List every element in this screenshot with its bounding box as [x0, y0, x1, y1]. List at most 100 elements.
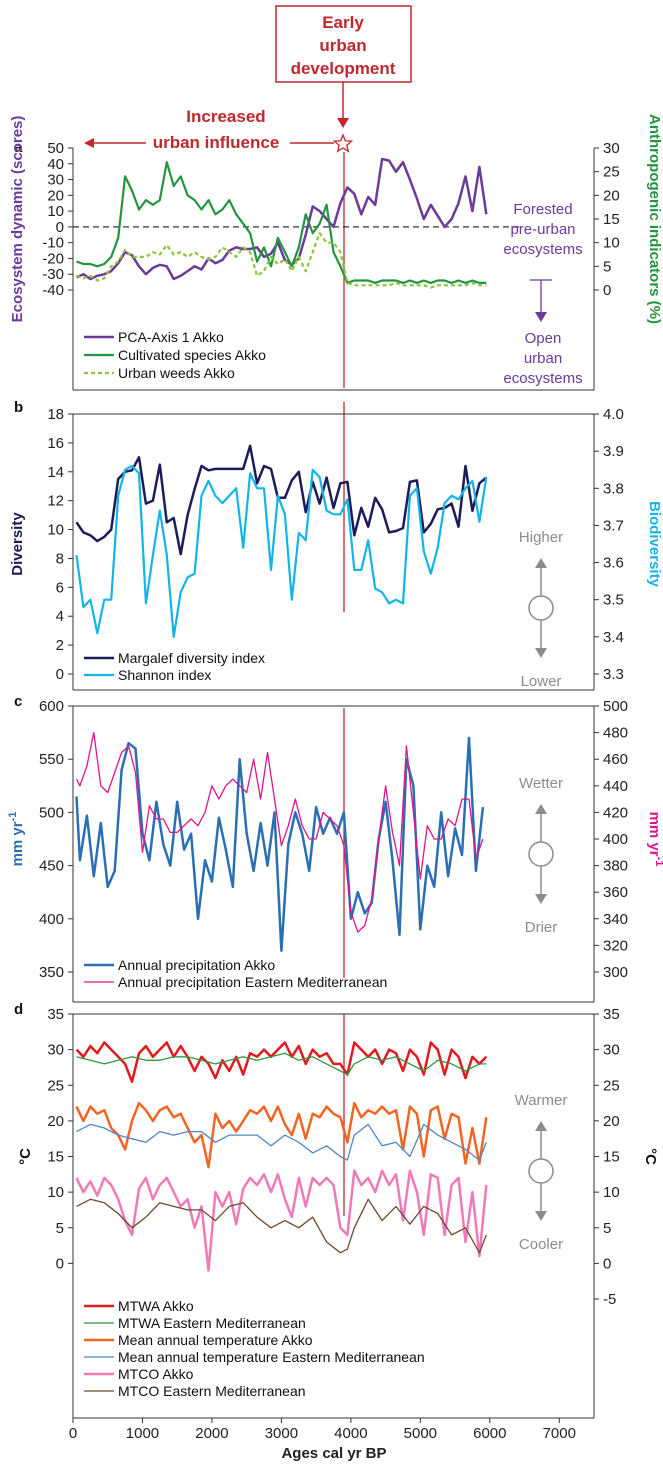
y2-tick-label-b: 3.9 — [603, 443, 624, 460]
y-tick-label-a: 30 — [47, 172, 64, 189]
y-tick-label-b: 14 — [47, 464, 64, 481]
x-tick-label: 3000 — [265, 1425, 298, 1442]
y-tick-label-b: 2 — [56, 637, 64, 654]
annotation-top-b: Higher — [519, 529, 563, 546]
star-icon — [332, 133, 354, 153]
y2-tick-label-d: 25 — [603, 1077, 620, 1094]
y2-tick-label-c: 500 — [603, 698, 628, 715]
forested-label-1: pre-urban — [510, 221, 575, 238]
x-axis: 0 1000 2000 3000 4000 5000 6000 7000 — [69, 1418, 576, 1442]
y2-tick-label-d: 20 — [603, 1113, 620, 1130]
x-tick-label: 6000 — [473, 1425, 506, 1442]
y-tick-label-b: 16 — [47, 435, 64, 452]
y2-tick-label-b: 4.0 — [603, 406, 624, 423]
y-tick-label-d: 0 — [56, 1255, 64, 1272]
influence-label-line2: urban influence — [153, 133, 280, 152]
y2-tick-label-b: 3.4 — [603, 629, 624, 646]
y2-tick-label-a: 0 — [603, 282, 611, 299]
legend-label-d-5: MTCO Eastern Mediterranean — [118, 1383, 306, 1399]
y-tick-label-c: 450 — [39, 858, 64, 875]
y2-tick-label-d: -5 — [603, 1291, 616, 1308]
y2-tick-label-a: 15 — [603, 211, 620, 228]
y2-axis-title-c: mm yr-1 — [646, 812, 663, 867]
y2-tick-label-c: 440 — [603, 778, 628, 795]
y-tick-label-c: 550 — [39, 751, 64, 768]
y-tick-label-a: -30 — [42, 266, 64, 283]
open-label-2: ecosystems — [503, 370, 582, 387]
y2-tick-label-c: 360 — [603, 884, 628, 901]
y-tick-label-a: -20 — [42, 250, 64, 267]
y-tick-label-b: 4 — [56, 608, 64, 625]
y-axis-title-c: mm yr-1 — [7, 812, 26, 867]
y-tick-label-c: 400 — [39, 911, 64, 928]
series-line-a-2 — [76, 232, 487, 289]
y-tick-label-b: 8 — [56, 550, 64, 567]
y2-tick-label-a: 5 — [603, 258, 611, 275]
series-line-b-0 — [75, 444, 488, 556]
panel-frames — [72, 148, 595, 1419]
chart-layer: 50403020100-10-20-30-40302520151050Ecosy… — [7, 114, 663, 1399]
forested-label-0: Forested — [513, 201, 572, 218]
y-tick-label-c: 350 — [39, 964, 64, 981]
y2-tick-label-d: 10 — [603, 1184, 620, 1201]
y2-tick-label-c: 340 — [603, 911, 628, 928]
x-tick-label: 0 — [69, 1425, 77, 1442]
y2-tick-label-c: 420 — [603, 804, 628, 821]
y2-tick-label-b: 3.6 — [603, 555, 624, 572]
annotation-bottom-b: Lower — [521, 673, 562, 690]
y-tick-label-a: -40 — [42, 282, 64, 299]
annotation-top-c: Wetter — [519, 775, 563, 792]
x-tick-label: 4000 — [334, 1425, 367, 1442]
y-tick-label-b: 12 — [47, 493, 64, 510]
legend-label-d-0: MTWA Akko — [118, 1298, 194, 1314]
y-tick-label-a: 20 — [47, 187, 64, 204]
y2-tick-label-b: 3.5 — [603, 592, 624, 609]
y2-tick-label-a: 25 — [603, 164, 620, 181]
y2-tick-label-c: 300 — [603, 964, 628, 981]
header-annotations: Early urban development Increased urban … — [84, 5, 412, 153]
x-tick-label: 1000 — [126, 1425, 159, 1442]
y-tick-label-d: 20 — [47, 1113, 64, 1130]
y2-tick-label-a: 20 — [603, 187, 620, 204]
y2-tick-label-d: 5 — [603, 1220, 611, 1237]
early-urban-label-line1: Early — [322, 13, 364, 32]
arrow-head — [535, 312, 547, 322]
y-tick-label-d: 5 — [56, 1220, 64, 1237]
y-tick-label-d: 25 — [47, 1077, 64, 1094]
annotation-arrowhead-down-d — [535, 1211, 547, 1221]
y-tick-label-c: 600 — [39, 698, 64, 715]
legend-label-b-0: Margalef diversity index — [118, 650, 265, 666]
legend-label-c-1: Annual precipitation Eastern Mediterrane… — [118, 974, 387, 990]
forested-label-2: ecosystems — [503, 241, 582, 258]
legend-label-a-2: Urban weeds Akko — [118, 365, 235, 381]
legend-label-b-1: Shannon index — [118, 667, 211, 683]
series-line-d-0 — [75, 1041, 488, 1083]
y2-tick-label-c: 320 — [603, 937, 628, 954]
legend-label-d-2: Mean annual temperature Akko — [118, 1332, 313, 1348]
series-line-c-1 — [75, 731, 484, 933]
series-line-a-0 — [75, 157, 488, 281]
y-tick-label-a: 50 — [47, 140, 64, 157]
y-tick-label-b: 10 — [47, 522, 64, 539]
x-axis-title: Ages cal yr BP — [281, 1445, 386, 1462]
annotation-arrowhead-up-b — [535, 558, 547, 568]
x-tick-label: 7000 — [543, 1425, 576, 1442]
panel-a-label: a — [14, 139, 23, 156]
annotation-top-d: Warmer — [515, 1092, 568, 1109]
annotation-arrowhead-up-c — [535, 804, 547, 814]
y2-tick-label-c: 400 — [603, 831, 628, 848]
series-line-d-5 — [76, 1198, 487, 1254]
y2-axis-title-d: °C — [642, 1148, 659, 1165]
y-tick-label-b: 0 — [56, 666, 64, 683]
legend-label-a-1: Cultivated species Akko — [118, 347, 266, 363]
panel-c-label: c — [14, 693, 22, 710]
influence-arrowhead-left — [84, 138, 94, 148]
y2-tick-label-a: 10 — [603, 235, 620, 252]
annotation-circle-b — [528, 595, 554, 621]
y2-tick-label-d: 30 — [603, 1042, 620, 1059]
series-line-d-3 — [76, 1123, 487, 1161]
y2-tick-label-b: 3.8 — [603, 480, 624, 497]
y-axis-title-d: °C — [17, 1148, 34, 1165]
y2-axis-title-a: Anthropogenic indicators (%) — [646, 114, 663, 324]
